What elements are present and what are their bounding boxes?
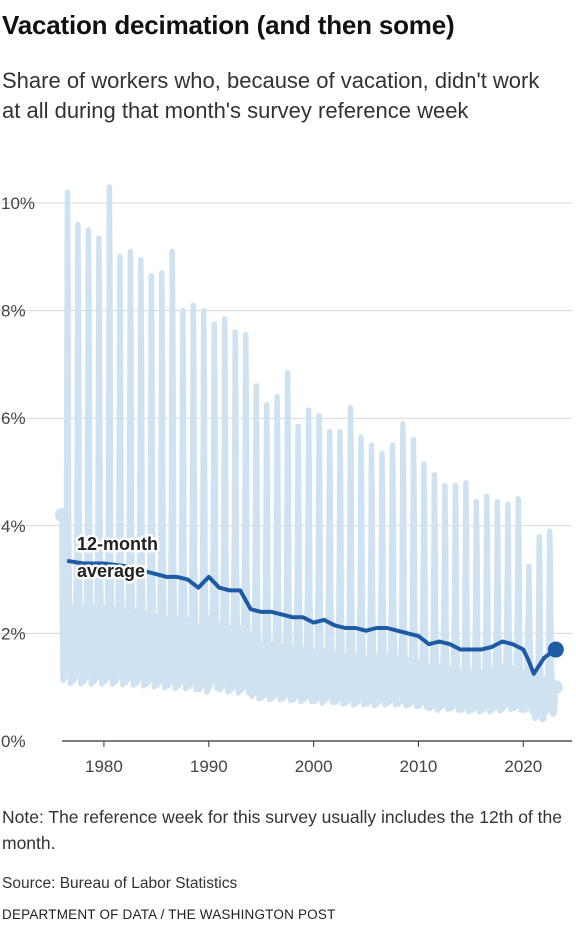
average-annotation-label: 12-month [77, 534, 158, 554]
y-tick-label: 2% [1, 624, 26, 643]
monthly-end-point [548, 680, 563, 695]
average-series-line [66, 558, 557, 676]
axis-layer: 0% 2% 4% 6% 8% 10% 1980 1990 2000 2010 2020 [1, 194, 572, 776]
x-tick-label: 1980 [85, 757, 123, 776]
monthly-series-layer [55, 184, 563, 723]
chart-subtitle: Share of workers who, because of vacatio… [2, 68, 540, 123]
y-tick-label: 4% [1, 517, 26, 536]
y-tick-label: 10% [1, 194, 35, 213]
chart-source: Source: Bureau of Labor Statistics [2, 875, 238, 892]
chart-title: Vacation decimation (and then some) [2, 10, 455, 40]
chart: 0% 2% 4% 6% 8% 10% 1980 1990 2000 2010 2020 12-mon… [0, 184, 572, 776]
chart-note: Note: The reference week for this survey… [2, 807, 562, 853]
monthly-series-line [59, 184, 559, 723]
average-end-point [547, 641, 564, 658]
y-tick-label: 6% [1, 409, 26, 428]
x-tick-label: 2000 [295, 757, 333, 776]
y-tick-label: 8% [1, 302, 26, 321]
x-tick-label: 1990 [190, 757, 228, 776]
average-annotation-label: average [77, 561, 145, 581]
x-tick-label: 2010 [400, 757, 438, 776]
x-tick-label: 2020 [504, 757, 542, 776]
y-tick-label: 0% [1, 732, 26, 751]
chart-credit: DEPARTMENT OF DATA / THE WASHINGTON POST [2, 907, 336, 922]
annotation-layer: 12-month average [75, 532, 161, 584]
monthly-start-point [55, 508, 69, 523]
average-series-layer [66, 558, 564, 676]
